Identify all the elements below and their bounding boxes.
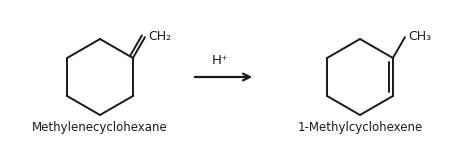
Text: CH₃: CH₃: [408, 30, 431, 43]
Text: H⁺: H⁺: [212, 54, 229, 67]
Text: 1-Methylcyclohexene: 1-Methylcyclohexene: [297, 121, 423, 134]
Text: Methylenecyclohexane: Methylenecyclohexane: [32, 121, 168, 134]
Text: CH₂: CH₂: [148, 30, 171, 43]
